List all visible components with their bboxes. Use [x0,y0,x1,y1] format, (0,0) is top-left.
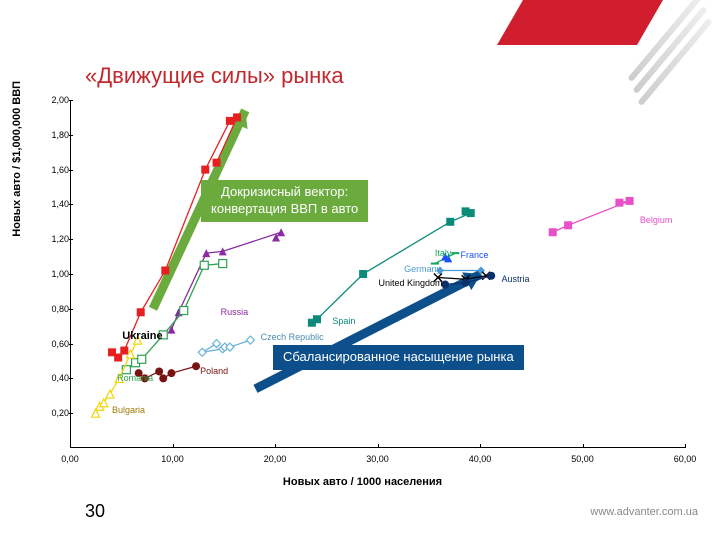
callout-green-l2: конвертация ВВП в авто [211,201,358,216]
series-label: Belgium [640,215,673,225]
ytick: 1,20 [43,234,69,244]
scatter-chart: Новых авто / $1,000,000 ВВП Новых авто /… [25,95,700,490]
ytick: 0,20 [43,408,69,418]
series-label: Germany [404,264,441,274]
xtick: 0,00 [61,454,79,464]
footer-url: www.advanter.com.ua [590,506,698,518]
series-label: Russia [221,307,249,317]
series-label: Poland [200,366,228,376]
plot-area: Докризисный вектор: конвертация ВВП в ав… [70,100,685,448]
series-label: France [461,250,489,260]
xtick: 20,00 [264,454,287,464]
y-axis-label: Новых авто / $1,000,000 ВВП [11,80,23,236]
plot-svg [71,100,685,447]
series-label: Czech Republic [261,332,324,342]
ytick: 0,80 [43,304,69,314]
series-label: Spain [332,316,355,326]
corner-accent [497,0,663,45]
xtick: 30,00 [366,454,389,464]
series-label: Italy [435,248,452,258]
ytick: 0,40 [43,373,69,383]
series-label: Romania [117,373,153,383]
ytick: 1,40 [43,199,69,209]
xtick: 50,00 [571,454,594,464]
x-axis-label: Новых авто / 1000 населения [283,476,442,488]
callout-blue: Сбалансированное насыщение рынка [273,345,524,370]
series-label: Ukraine [122,330,162,342]
ytick: 1,80 [43,130,69,140]
callout-blue-l1: Сбалансированное насыщение рынка [283,349,514,364]
ytick: 1,60 [43,165,69,175]
xtick: 10,00 [161,454,184,464]
xtick: 60,00 [674,454,697,464]
series-label: Bulgaria [112,405,145,415]
page-number: 30 [85,501,105,522]
slide-title: «Движущие силы» рынка [85,63,344,89]
series-label: Austria [502,274,530,284]
xtick: 40,00 [469,454,492,464]
ytick: 2,00 [43,95,69,105]
callout-green-l1: Докризисный вектор: [221,184,348,199]
series-label: United Kingdom [379,278,443,288]
callout-green: Докризисный вектор: конвертация ВВП в ав… [201,180,368,222]
ytick: 0,60 [43,339,69,349]
ytick: 1,00 [43,269,69,279]
